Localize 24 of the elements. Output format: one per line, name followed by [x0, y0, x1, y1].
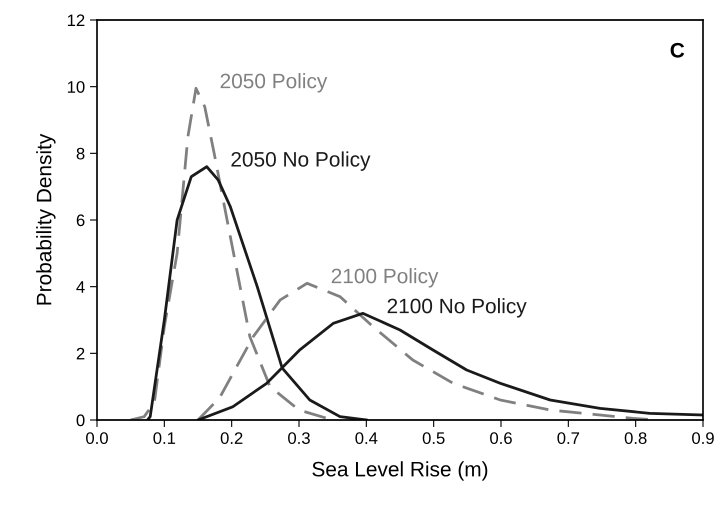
y-tick-label: 2	[76, 348, 84, 360]
series-label: 2050 No Policy	[231, 151, 370, 171]
x-tick-label: 0.5	[422, 432, 445, 444]
y-tick-label: 6	[76, 214, 84, 226]
series-label: 2100 Policy	[332, 268, 438, 288]
y-tick-label: 8	[76, 148, 84, 160]
x-tick-label: 0.7	[557, 432, 580, 444]
x-axis-title: Sea Level Rise (m)	[312, 461, 488, 481]
y-axis-title: Probability Density	[36, 134, 56, 305]
x-tick-label: 0.0	[86, 432, 108, 444]
x-tick-label: 0.6	[490, 432, 512, 444]
x-tick-label: 0.8	[624, 432, 647, 444]
x-tick-label: 0.9	[692, 432, 714, 444]
x-tick-label: 0.3	[288, 432, 310, 444]
x-tick-label: 0.1	[153, 432, 176, 444]
x-tick-label: 0.2	[220, 432, 242, 444]
y-tick-label: 10	[68, 81, 85, 93]
y-tick-label: 12	[68, 14, 84, 26]
annotation: C	[670, 42, 684, 58]
series-label: 2100 No Policy	[388, 298, 527, 318]
x-tick-label: 0.4	[355, 432, 378, 444]
series-label: 2050 Policy	[220, 73, 328, 92]
y-tick-label: 0	[76, 414, 85, 426]
y-tick-label: 4	[76, 281, 85, 293]
